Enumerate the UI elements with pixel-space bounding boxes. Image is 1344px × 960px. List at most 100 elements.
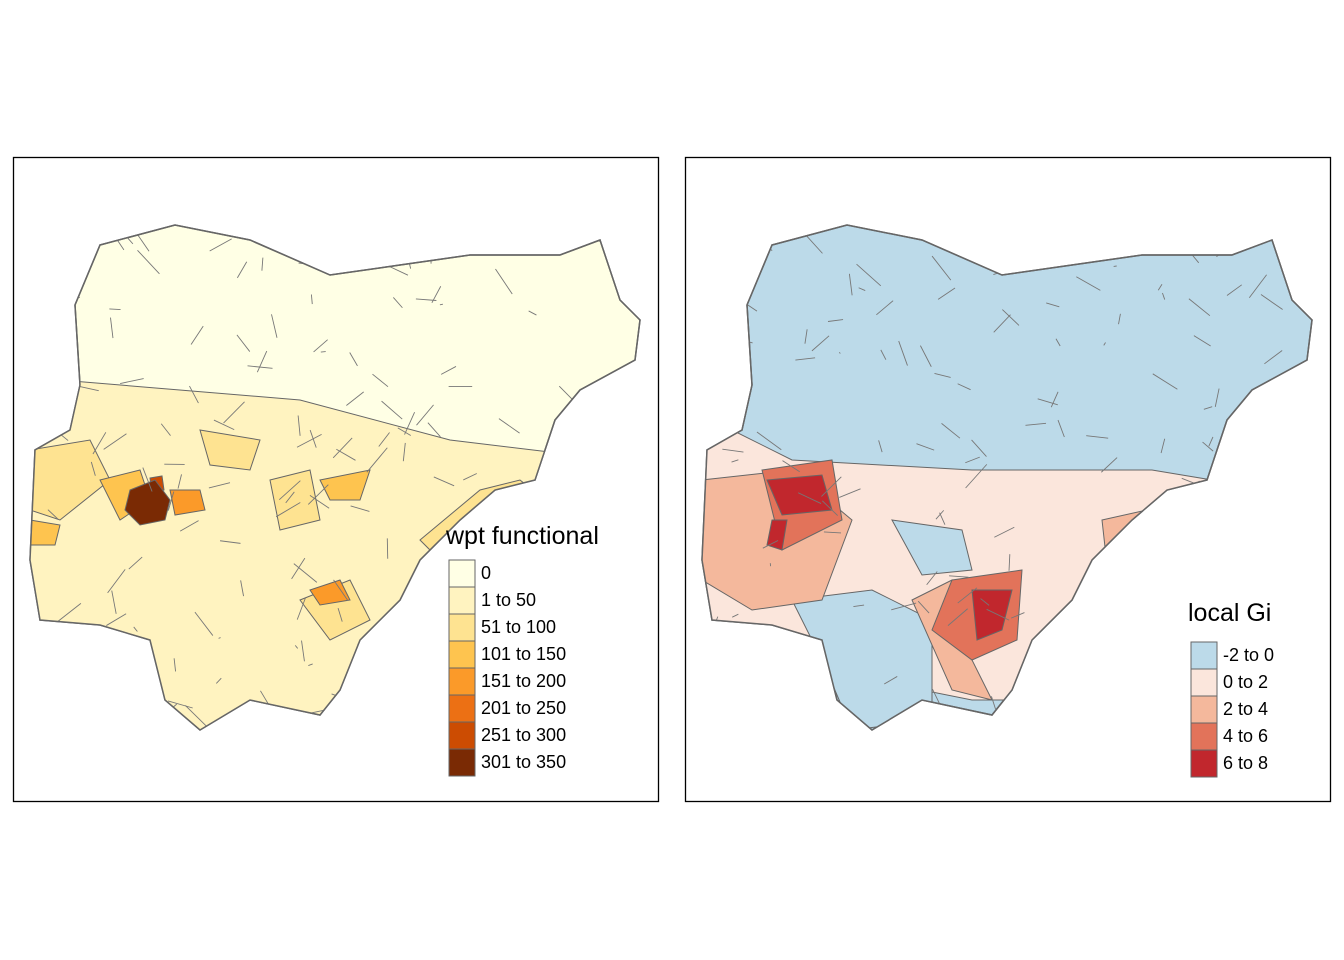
district-border [558,385,573,400]
district-border [1076,276,1101,291]
district-border [1152,373,1178,390]
district-border [932,688,941,706]
legend-label: 1 to 50 [481,590,536,610]
district-border [1025,422,1047,426]
district-border [190,325,204,345]
district-border [337,607,343,622]
district-border [916,443,935,451]
district-border [278,480,301,501]
district-border [387,265,409,276]
district-border [189,385,199,404]
country-border [29,224,641,731]
district-border [110,317,114,339]
district-border [194,611,214,636]
district-border [821,476,842,497]
district-border [296,597,306,620]
legend-swatch [448,721,476,750]
legend-label: 6 to 8 [1223,753,1268,773]
district-border [1118,313,1121,325]
district-border [208,482,231,489]
district-border [926,571,938,586]
district-border [310,294,313,305]
district-border [1203,406,1213,410]
legend-swatch [448,640,476,669]
district-border [919,345,932,367]
legend-label: 0 to 2 [1223,672,1268,692]
legend-swatch [1190,668,1218,697]
district-border [381,400,403,420]
district-border [402,442,406,462]
district-border [1202,441,1214,452]
legend-swatch [1190,749,1218,778]
region [891,519,973,576]
district-border [332,437,353,459]
district-border [1264,350,1283,365]
district-border [941,423,961,439]
district-border [1037,398,1058,406]
district-border [1160,438,1166,454]
legend-label: 101 to 150 [481,644,566,664]
region [30,439,111,521]
district-border [209,238,232,252]
district-border [271,314,278,338]
region [124,479,171,526]
district-border [215,677,222,684]
district-border [848,273,853,296]
legend-title: wpt functional [445,522,599,550]
district-border [732,613,739,618]
district-border [957,587,978,604]
district-border [891,602,917,611]
district-border [934,372,951,378]
district-border [120,378,144,384]
district-border [1214,388,1220,407]
district-border [185,705,210,730]
district-border [1008,554,1011,571]
district-border [1086,435,1109,439]
district-border [366,447,388,473]
region [30,519,61,546]
district-border [994,526,1015,538]
district-border [301,640,305,662]
legend-label: 251 to 300 [481,725,566,745]
district-border [498,418,520,434]
district-border [823,531,842,534]
district-border [285,491,295,504]
district-border [839,488,861,498]
legend-swatch [448,559,476,588]
district-border [965,456,980,464]
district-border [213,419,235,431]
district-border [795,357,816,361]
region [766,519,788,551]
district-border [90,461,96,476]
district-border [856,263,882,287]
legend-swatch [448,748,476,777]
district-border [336,448,356,461]
district-border [294,645,299,649]
district-border [220,540,241,544]
district-border [853,604,865,608]
district-border [528,310,537,316]
district-border [173,658,177,672]
district-border [980,598,990,606]
district-border [137,249,160,275]
district-border [722,448,744,453]
district-border [1046,302,1060,308]
legend-swatch [448,694,476,723]
district-border [256,350,268,373]
district-border [917,600,930,614]
district-border [107,569,126,594]
panel-frame [12,156,660,803]
district-border [1193,335,1211,347]
legend-label: 4 to 6 [1223,726,1268,746]
district-border [880,349,887,360]
district-border [731,459,739,463]
district-border [92,432,107,455]
district-border [878,440,883,453]
district-border [179,520,199,532]
district-border [372,373,389,388]
legend-swatch [1190,695,1218,724]
district-border [439,303,444,306]
district-border [109,308,121,310]
